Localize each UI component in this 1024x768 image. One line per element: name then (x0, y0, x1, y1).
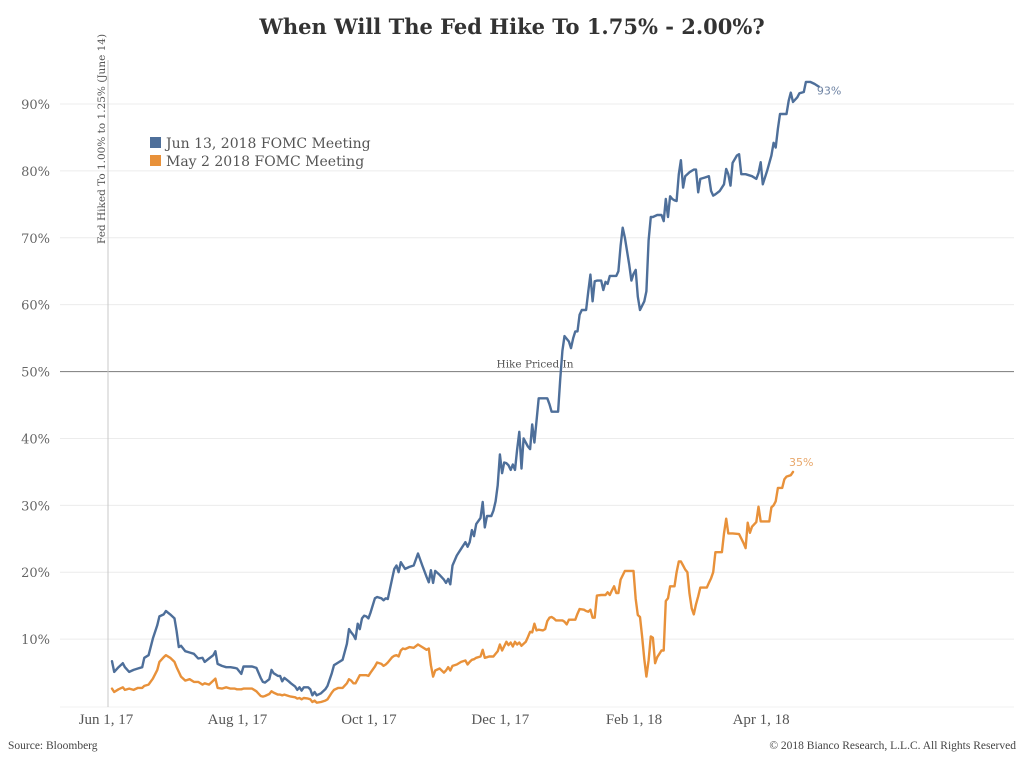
hike-priced-in-label: Hike Priced In (497, 359, 574, 371)
y-tick-label: 60% (21, 299, 50, 314)
x-axis: Jun 1, 17 Aug 1, 17 Oct 1, 17 Dec 1, 17 Feb … (79, 712, 790, 728)
annotation-layer: Hike Priced In Fed Hiked To 1.00% to 1.2… (60, 34, 1014, 707)
legend: Jun 13, 2018 FOMC Meeting May 2 2018 FOM… (150, 136, 371, 170)
x-tick-label: Apr 1, 18 (733, 712, 790, 728)
series-layer: 93% 35% (110, 80, 841, 704)
source-note: Source: Bloomberg (8, 740, 98, 752)
legend-label-may2: May 2 2018 FOMC Meeting (166, 154, 364, 170)
y-tick-label: 70% (21, 232, 50, 247)
x-tick-label: Dec 1, 17 (471, 712, 529, 728)
fed-hike-vertical-label: Fed Hiked To 1.00% to 1.25% (June 14) (96, 34, 108, 244)
y-tick-label: 80% (21, 165, 50, 180)
end-label-may2: 35% (789, 456, 813, 469)
x-tick-label: Oct 1, 17 (341, 712, 397, 728)
y-axis: 10% 20% 30% 40% 50% 60% 70% 80% 90% (21, 98, 50, 648)
chart-title: When Will The Fed Hike To 1.75% - 2.00%? (259, 14, 765, 39)
y-tick-label: 50% (21, 366, 50, 381)
series-line-may2 (110, 470, 795, 704)
y-tick-label: 30% (21, 499, 50, 514)
series-line-jun13 (110, 80, 820, 697)
legend-swatch-jun13 (150, 137, 161, 148)
legend-swatch-may2 (150, 155, 161, 166)
y-tick-label: 10% (21, 633, 50, 648)
y-tick-label: 40% (21, 432, 50, 447)
legend-label-jun13: Jun 13, 2018 FOMC Meeting (164, 136, 371, 152)
x-tick-label: Aug 1, 17 (208, 712, 268, 728)
y-tick-label: 90% (21, 98, 50, 113)
grid-layer (60, 103, 1014, 708)
end-label-jun13: 93% (817, 85, 841, 98)
x-tick-label: Jun 1, 17 (79, 712, 134, 728)
y-tick-label: 20% (21, 566, 50, 581)
x-tick-label: Feb 1, 18 (606, 712, 662, 728)
copyright-note: © 2018 Bianco Research, L.L.C. All Right… (769, 740, 1016, 752)
